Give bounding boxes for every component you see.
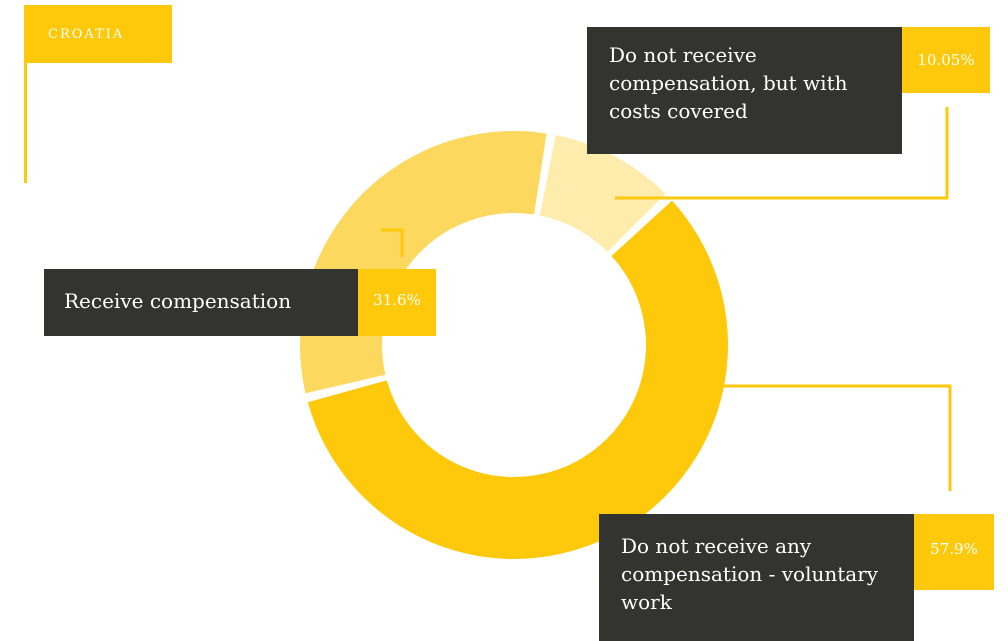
value-receive-compensation: 31.6% xyxy=(358,269,436,336)
label-receive-compensation: Receive compensation xyxy=(44,269,358,336)
label-costs-covered: Do not receive compensation, but with co… xyxy=(587,27,902,154)
country-tag: Croatia xyxy=(26,5,172,63)
leader-line-receive xyxy=(381,228,404,257)
leader-line-costs xyxy=(615,107,949,200)
value-costs-covered: 10.05% xyxy=(902,27,990,93)
leader-lines xyxy=(381,107,952,491)
donut-slices xyxy=(300,130,728,559)
slice-costs-covered xyxy=(539,135,666,252)
leader-line-voluntary xyxy=(680,384,952,491)
label-voluntary-work: Do not receive any compensation - volunt… xyxy=(599,514,914,641)
slice-receive-compensation xyxy=(300,130,547,394)
tag-accent-line xyxy=(24,5,27,183)
value-voluntary-work: 57.9% xyxy=(914,514,994,590)
slice-voluntary-work xyxy=(307,200,728,559)
